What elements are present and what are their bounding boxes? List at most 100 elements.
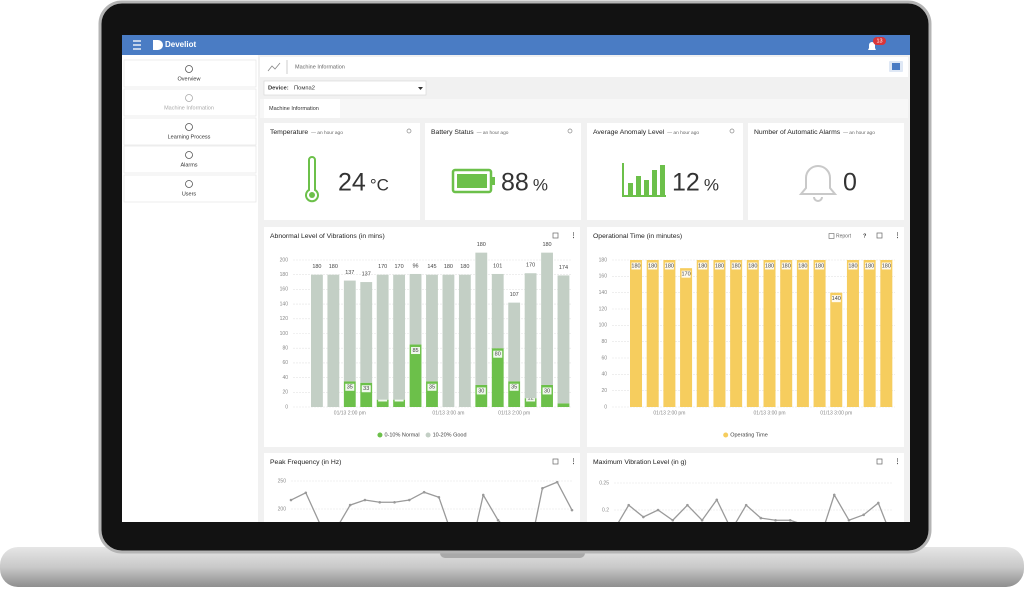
more-button[interactable]: ⋮ — [570, 231, 577, 239]
value-label-bg — [765, 262, 775, 270]
more-button[interactable]: ⋮ — [570, 457, 577, 465]
point — [481, 493, 485, 497]
legend-item[interactable]: Operating Time — [723, 432, 768, 438]
y-tick-label: 140 — [599, 290, 608, 296]
value-label: 140 — [832, 296, 841, 302]
value-label-bg — [781, 262, 791, 270]
x-tick-label: 01/13 2:00 pm — [498, 410, 530, 416]
value-label: 180 — [444, 264, 453, 270]
bar — [376, 399, 389, 407]
value-label-bg — [476, 387, 486, 395]
point — [304, 491, 308, 495]
bar — [360, 282, 373, 383]
legend-swatch — [723, 432, 729, 438]
chart-title: Abnormal Level of Vibrations (in mins) — [270, 233, 385, 240]
thermometer-icon — [305, 156, 319, 203]
bar — [524, 273, 537, 399]
menu-button[interactable] — [133, 40, 141, 50]
bar — [426, 274, 438, 382]
point — [774, 518, 777, 522]
bar — [830, 292, 843, 407]
bell-button[interactable] — [868, 42, 876, 50]
sidebar-icon — [185, 94, 193, 102]
badge — [873, 37, 886, 45]
value-label-bg — [509, 383, 519, 391]
calendar-button[interactable] — [552, 458, 559, 465]
sidebar-label: Machine Information — [164, 105, 214, 111]
card-title: Average Anomaly Level — [593, 129, 665, 136]
value-label: 170 — [395, 264, 404, 270]
battery-tip — [492, 177, 495, 185]
calendar-button[interactable] — [876, 458, 883, 465]
search-button[interactable] — [567, 128, 573, 134]
bars-icon-bar — [628, 183, 633, 195]
value-label: 170 — [681, 272, 690, 278]
value-label-bg — [815, 262, 825, 270]
bar — [524, 398, 537, 407]
value-label: 180 — [732, 263, 741, 269]
value-label: 96 — [412, 263, 418, 269]
bars-icon-bar — [652, 170, 657, 195]
value-label-bg — [748, 262, 758, 270]
value-label: 137 — [362, 272, 371, 278]
card-unit: °C — [370, 175, 389, 194]
y-tick-label: 0.25 — [599, 480, 609, 486]
device-select[interactable] — [263, 80, 427, 96]
calendar-button[interactable] — [552, 232, 559, 239]
bar — [557, 403, 570, 407]
logo — [153, 40, 163, 50]
point — [671, 518, 675, 522]
calendar-button[interactable] — [876, 232, 883, 239]
y-tick-label: 80 — [601, 339, 607, 345]
tab-bar — [260, 99, 908, 118]
bar — [780, 260, 793, 407]
sidebar-item[interactable] — [123, 174, 257, 203]
point — [847, 518, 851, 522]
device-value: Помпа2 — [294, 86, 315, 92]
bar — [730, 260, 743, 407]
search-button[interactable] — [406, 128, 412, 134]
bars-icon-bar — [636, 176, 641, 195]
search-button[interactable] — [729, 128, 735, 134]
sidebar-item[interactable] — [123, 88, 257, 117]
bar — [557, 275, 570, 404]
point — [422, 490, 426, 494]
value-label: 101 — [493, 263, 502, 269]
bar — [813, 260, 826, 407]
line — [290, 481, 573, 522]
card-title: Temperature — [270, 129, 308, 136]
legend-item[interactable]: 10-20% Good — [425, 432, 467, 438]
bar — [713, 260, 726, 407]
more-button[interactable]: ⋮ — [894, 457, 901, 465]
bar — [680, 268, 693, 407]
card-time: — an hour ago — [843, 130, 875, 136]
breadcrumb-icon — [267, 62, 281, 72]
value-label: 180 — [848, 263, 857, 269]
card-time: — an hour ago — [311, 130, 343, 136]
chart-card — [264, 453, 580, 522]
point — [393, 500, 396, 504]
y-tick-label: 180 — [280, 272, 289, 278]
tab[interactable] — [264, 99, 340, 118]
bar — [393, 274, 406, 400]
help-button[interactable]: ? — [863, 233, 867, 239]
value-label: 35 — [347, 385, 353, 391]
breadcrumb-bar — [260, 57, 908, 77]
report-button[interactable]: Report — [836, 233, 852, 239]
report-icon — [828, 233, 835, 239]
more-button[interactable]: ⋮ — [894, 231, 901, 239]
point — [289, 498, 293, 502]
sidebar-item[interactable] — [123, 59, 257, 88]
bar — [663, 260, 676, 407]
y-tick-label: 140 — [280, 301, 289, 307]
point — [642, 515, 645, 519]
sidebar-item[interactable] — [123, 145, 257, 174]
legend-item[interactable]: 0-10% Normal — [377, 432, 420, 438]
sidebar-item[interactable] — [123, 117, 257, 146]
legend-swatch — [377, 432, 383, 438]
bar — [343, 280, 356, 382]
bar — [360, 382, 373, 407]
bar — [796, 260, 809, 407]
value-label: 180 — [698, 263, 707, 269]
